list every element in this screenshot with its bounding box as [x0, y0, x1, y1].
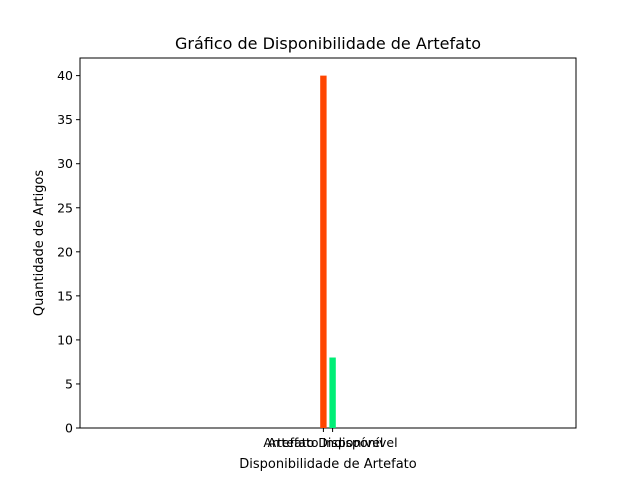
chart-title: Gráfico de Disponibilidade de Artefato [175, 34, 481, 53]
y-tick-label: 35 [57, 112, 73, 127]
bar-2 [329, 357, 336, 428]
y-tick-label: 15 [57, 288, 73, 303]
x-axis-label: Disponibilidade de Artefato [239, 457, 416, 472]
x-tick-label: Artefato Indisponível [268, 435, 398, 450]
y-tick-label: 40 [57, 68, 73, 83]
plot-area [79, 57, 577, 429]
y-tick-label: 25 [57, 200, 73, 215]
y-tick-label: 30 [57, 156, 73, 171]
bars [320, 75, 336, 428]
y-tick-label: 20 [57, 244, 73, 259]
y-tick-label: 0 [65, 421, 73, 436]
y-axis: 0 5 10 15 20 25 30 35 40 [57, 68, 80, 436]
y-tick-label: 10 [57, 332, 73, 347]
y-axis-label: Quantidade de Artigos [32, 170, 47, 317]
x-tick-label: Artefato Disponível [263, 435, 383, 450]
bar-1 [320, 75, 327, 428]
y-tick-label: 5 [65, 376, 73, 391]
